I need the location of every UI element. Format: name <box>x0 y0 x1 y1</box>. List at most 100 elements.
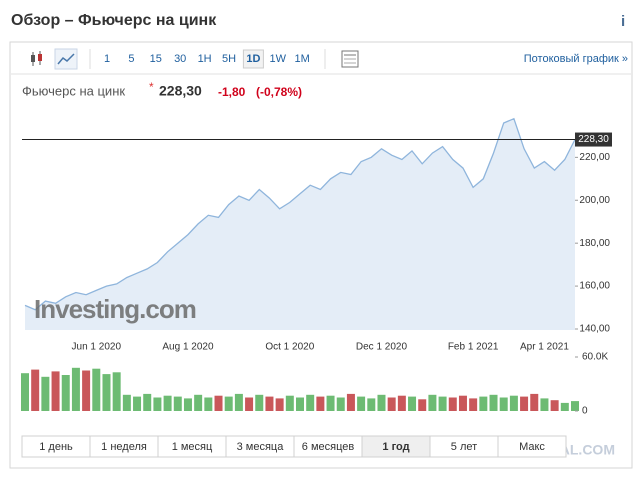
range-label[interactable]: 6 месяцев <box>302 441 355 453</box>
volume-bar <box>367 398 376 411</box>
price-line <box>24 117 576 311</box>
volume-bar <box>458 395 467 411</box>
interval[interactable]: 1D <box>246 53 260 65</box>
range-label[interactable]: 1 неделя <box>101 441 147 453</box>
x-tick-label: Apr 1 2021 <box>520 342 569 353</box>
volume-bar <box>133 396 142 411</box>
volume-bar <box>397 395 406 411</box>
volume-bar <box>550 400 559 411</box>
last-price-tag <box>575 132 612 147</box>
volume-bar <box>448 397 457 411</box>
volume-bar <box>61 375 70 411</box>
volume-bar <box>316 396 325 411</box>
volume-bar <box>102 374 111 411</box>
quote-name: Фьючерс на цинк <box>22 83 125 98</box>
volume-bar <box>418 399 427 411</box>
volume-bar <box>173 396 182 411</box>
chart-type-line[interactable] <box>54 48 78 70</box>
volume-bar <box>540 398 549 411</box>
line-icon <box>57 53 75 65</box>
volume-bar <box>306 394 315 411</box>
interval[interactable]: 5 <box>128 53 134 65</box>
volume-bar <box>122 394 131 411</box>
range-tab[interactable] <box>497 435 567 458</box>
volume-bar <box>499 397 508 411</box>
info-icon[interactable]: i <box>621 13 625 30</box>
volume-bar <box>224 396 233 411</box>
volume-bar <box>387 397 396 411</box>
volume-bar <box>92 368 101 411</box>
volume-bar <box>82 370 91 411</box>
volume-bar <box>143 393 152 411</box>
volume-bar <box>530 393 539 411</box>
x-tick-label: Dec 1 2020 <box>356 342 408 353</box>
volume-bar <box>51 371 60 411</box>
x-tick-label: Aug 1 2020 <box>162 342 214 353</box>
volume-bar <box>255 394 264 411</box>
volume-bar <box>153 397 162 411</box>
settings-icon[interactable] <box>341 50 359 68</box>
x-tick-label: Oct 1 2020 <box>265 342 314 353</box>
volume-bar <box>214 395 223 411</box>
range-label[interactable]: 1 месяц <box>172 441 213 453</box>
quote-marker: * <box>149 80 154 94</box>
interval[interactable]: 1W <box>270 53 287 65</box>
volume-bar <box>346 393 355 411</box>
interval[interactable]: 1M <box>295 53 310 65</box>
volume-bar <box>428 394 437 411</box>
range-label[interactable]: Макс <box>519 441 545 453</box>
last-price-label: 228,30 <box>578 134 609 145</box>
volume-bar <box>163 395 172 411</box>
y-tick-label: 220,00 <box>579 152 610 163</box>
interval[interactable]: 1 <box>104 53 110 65</box>
volume-bar <box>183 398 192 411</box>
volume-bar <box>336 397 345 411</box>
volume-bar <box>571 401 579 411</box>
streaming-link[interactable]: Потоковый график » <box>524 53 628 65</box>
interval[interactable]: 5H <box>222 53 236 65</box>
area-fill <box>25 118 575 330</box>
volume-bar <box>41 376 50 411</box>
logo: Investing.com <box>34 294 196 324</box>
volume-bar <box>194 394 203 411</box>
interval-selected <box>242 49 264 69</box>
volume-bar <box>377 394 386 411</box>
x-tick-label: Feb 1 2021 <box>448 342 499 353</box>
chart-type-candle[interactable] <box>31 51 42 66</box>
range-label[interactable]: 3 месяца <box>237 441 285 453</box>
volume-bar <box>509 395 518 411</box>
volume-bar <box>285 395 294 411</box>
quote-change-pct: (-0,78%) <box>256 85 302 99</box>
interval[interactable]: 15 <box>150 53 162 65</box>
range-label[interactable]: 1 день <box>39 441 73 453</box>
quote-price: 228,30 <box>159 83 202 99</box>
y-tick-label: 200,00 <box>579 195 610 206</box>
volume-bar <box>31 369 40 411</box>
page-title: Обзор – Фьючерс на цинк <box>11 12 217 29</box>
volume-bar <box>479 396 488 411</box>
y-tick-label: 180,00 <box>579 238 610 249</box>
volume-bar <box>275 398 284 411</box>
y-tick-label: 140,00 <box>579 324 610 335</box>
volume-bar <box>112 372 121 411</box>
volume-tick-label: 0 <box>582 406 588 417</box>
volume-bar <box>357 396 366 411</box>
volume-bar <box>245 397 254 411</box>
quote-change: -1,80 <box>218 85 246 99</box>
volume-bar <box>560 402 569 411</box>
volume-bar <box>21 373 29 411</box>
volume-bar <box>489 394 498 411</box>
range-label[interactable]: 1 год <box>382 441 409 453</box>
interval[interactable]: 1H <box>198 53 212 65</box>
volume-tick-label: 60.0K <box>582 352 608 363</box>
interval[interactable]: 30 <box>174 53 186 65</box>
volume-bar <box>234 393 243 411</box>
range-label[interactable]: 5 лет <box>451 441 477 453</box>
volume-bar <box>469 398 478 411</box>
x-tick-label: Jun 1 2020 <box>72 342 122 353</box>
volume-bar <box>408 396 417 411</box>
volume-bar <box>296 397 304 411</box>
volume-bar <box>520 396 529 411</box>
volume-bar <box>204 397 213 411</box>
